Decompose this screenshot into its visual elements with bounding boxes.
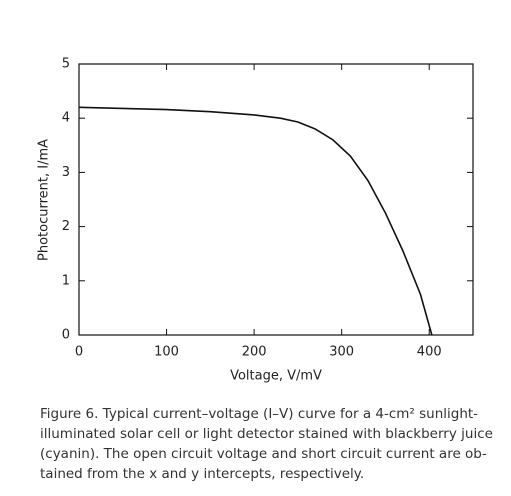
x-tick-label: 200 (242, 345, 267, 360)
caption-line: illuminated solar cell or light detector… (40, 426, 493, 442)
y-tick-label: 5 (62, 57, 70, 72)
y-tick-label: 0 (62, 328, 70, 343)
y-tick-label: 1 (62, 273, 70, 288)
x-tick-label: 0 (75, 345, 83, 360)
x-tick-label: 300 (329, 345, 354, 360)
x-axis-label: Voltage, V/mV (230, 369, 322, 384)
y-tick-label: 4 (62, 111, 70, 126)
curve (78, 106, 433, 336)
caption-line: tained from the x and y intercepts, resp… (40, 466, 364, 482)
caption-line: (cyanin). The open circuit voltage and s… (40, 446, 487, 462)
caption-line: Figure 6. Typical current–voltage (I–V) … (40, 406, 478, 422)
x-tick-label: 400 (417, 345, 442, 360)
y-tick-label: 3 (62, 165, 70, 180)
x-tick-label: 100 (154, 345, 179, 360)
plot-frame (78, 63, 474, 336)
y-tick-label: 2 (62, 219, 70, 234)
y-axis-label: Photocurrent, I/mA (37, 139, 52, 261)
